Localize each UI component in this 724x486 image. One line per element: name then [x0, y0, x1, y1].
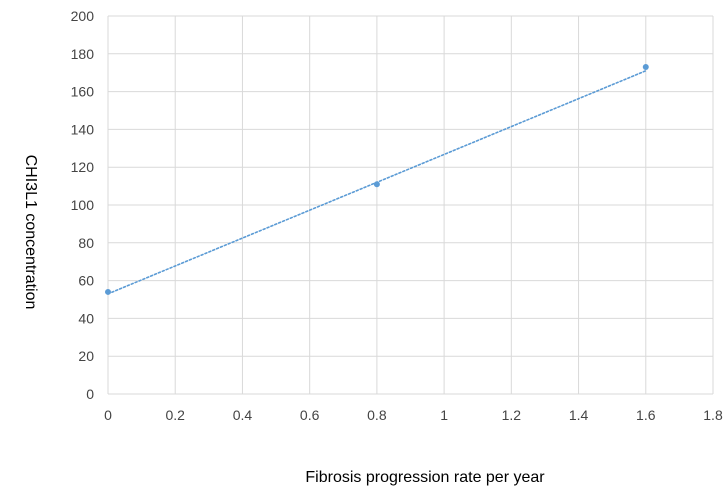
- x-tick-label: 0.6: [300, 407, 320, 423]
- y-tick-label: 140: [71, 121, 95, 137]
- grid: [107, 15, 714, 395]
- data-point: [642, 64, 649, 71]
- x-tick-label: 1.4: [569, 407, 589, 423]
- x-tick-label: 0.8: [367, 407, 387, 423]
- y-axis-ticks: 0 20 40 60 80 100 120 140 160 180 200: [71, 8, 95, 402]
- x-tick-label: 0.4: [233, 407, 253, 423]
- y-tick-label: 80: [78, 235, 94, 251]
- y-tick-label: 200: [71, 8, 95, 24]
- x-tick-label: 1.8: [703, 407, 723, 423]
- y-tick-label: 160: [71, 84, 95, 100]
- x-axis-title: Fibrosis progression rate per year: [305, 469, 545, 486]
- y-axis-title: CHI3L1 concentration: [22, 155, 39, 310]
- x-tick-label: 1: [440, 407, 448, 423]
- y-tick-label: 40: [78, 310, 94, 326]
- x-axis-ticks: 0 0.2 0.4 0.6 0.8 1 1.2 1.4 1.6 1.8: [104, 407, 723, 423]
- x-tick-label: 1.6: [636, 407, 656, 423]
- data-point: [105, 288, 111, 295]
- y-tick-label: 0: [86, 386, 94, 402]
- y-tick-label: 60: [78, 273, 94, 289]
- data-point: [373, 181, 380, 188]
- x-tick-label: 0: [104, 407, 112, 423]
- y-tick-label: 20: [78, 348, 94, 364]
- x-tick-label: 1.2: [502, 407, 522, 423]
- y-tick-label: 120: [71, 159, 95, 175]
- data-points: [105, 64, 649, 295]
- x-tick-label: 0.2: [165, 407, 185, 423]
- y-tick-label: 180: [71, 46, 95, 62]
- y-tick-label: 100: [71, 197, 95, 213]
